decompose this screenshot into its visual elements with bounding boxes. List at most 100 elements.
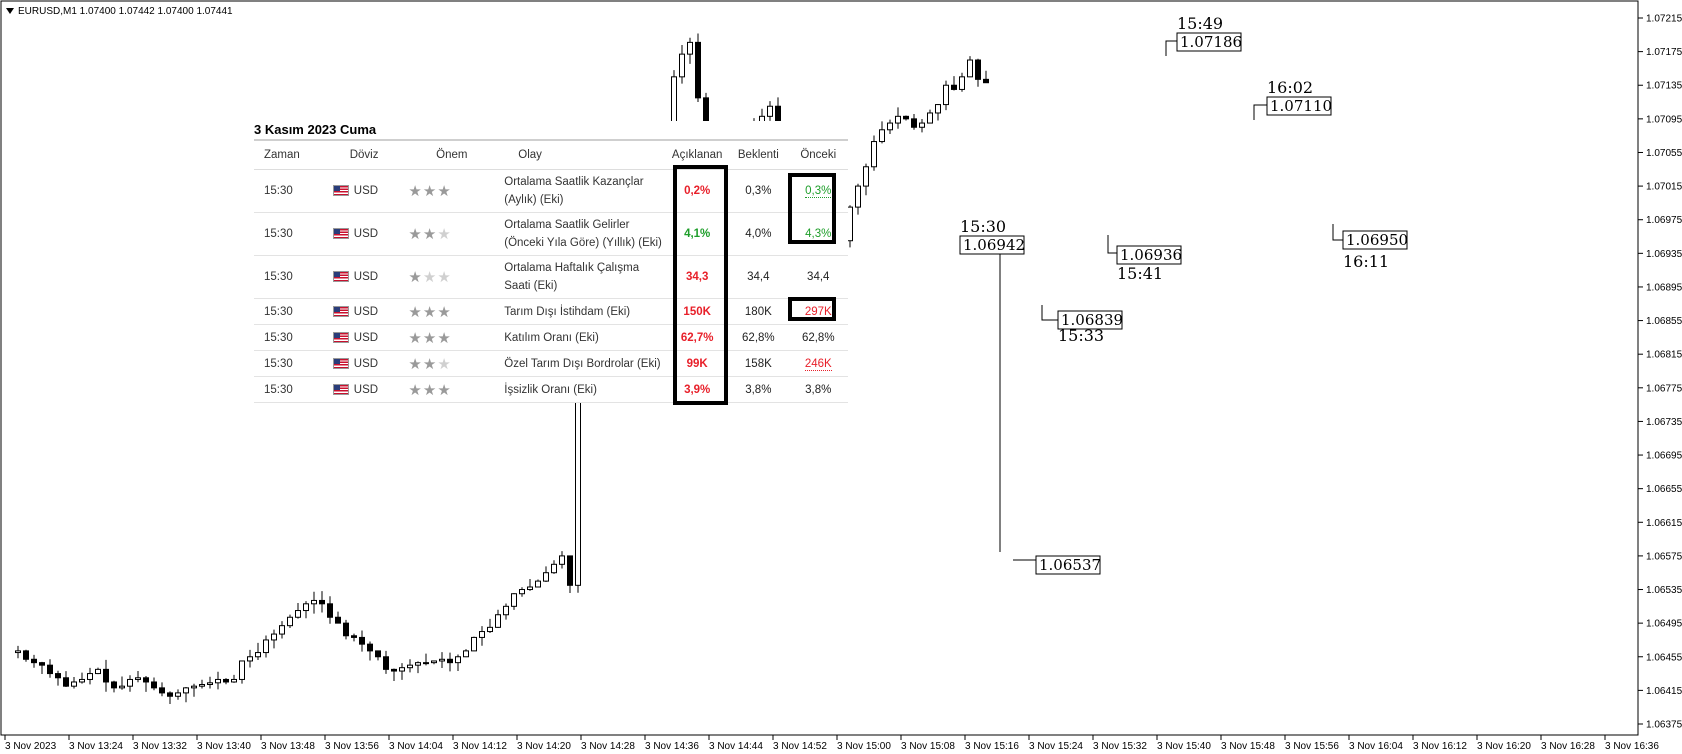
candle-body — [567, 555, 573, 586]
candle-body — [559, 555, 565, 565]
cell-onem: ★★★ — [407, 169, 497, 213]
event-name: İşsizlik Oranı (Eki) — [504, 383, 597, 396]
candle-body — [551, 563, 557, 574]
x-tick-label: 3 Nov 15:56 — [1285, 741, 1339, 752]
calendar-row[interactable]: 15:30 USD ★★★ Ortalama Haftalık Çalışma Saa… — [254, 255, 848, 299]
x-tick-label: 3 Nov 14:52 — [773, 741, 827, 752]
candle-body — [423, 662, 429, 665]
calendar-row[interactable]: 15:30 USD ★★★ Ortalama Saatlik Kazançlar (A… — [254, 169, 848, 213]
candle-body — [447, 658, 453, 664]
annotation-price-label: 1.06942 — [963, 236, 1025, 254]
us-flag-icon — [332, 185, 349, 197]
time-axis[interactable]: 3 Nov 2023 3 Nov 13:24 3 Nov 13:32 3 Nov 13… — [4, 735, 1659, 752]
importance-star-icon: ★ — [422, 303, 438, 321]
event-time: 15:30 — [264, 357, 293, 370]
currency-code: USD — [353, 228, 379, 240]
candle-body — [367, 643, 373, 652]
x-tick-label: 3 Nov 16:20 — [1477, 741, 1531, 752]
previous-value: 3,8% — [805, 383, 832, 396]
candle-body — [679, 53, 685, 78]
cell-olay: Özel Tarım Dışı Bordrolar (Eki) — [496, 350, 667, 377]
importance-star-icon: ★ — [437, 303, 452, 321]
economic-calendar: 3 Kasım 2023 Cuma Zaman Döviz Önem Olay … — [254, 121, 848, 403]
candle-body — [351, 635, 357, 638]
candle-body — [239, 660, 245, 680]
us-flag-icon — [332, 271, 349, 283]
candle-body — [311, 599, 317, 605]
annotation-price-box — [1266, 96, 1332, 116]
cell-doviz: USD — [320, 376, 408, 403]
cell-onceki: 246K — [788, 350, 848, 377]
importance-star-icon: ★ — [408, 355, 423, 373]
cell-doviz: USD — [320, 350, 408, 377]
event-name: Katılım Oranı (Eki) — [504, 331, 599, 344]
annotation-price-box — [959, 235, 1025, 255]
candle-body — [87, 673, 93, 680]
y-tick-label: 1.07095 — [1646, 114, 1682, 125]
currency-code: USD — [353, 357, 379, 370]
candle-body — [47, 664, 53, 675]
annotation-price-box — [1035, 555, 1101, 575]
calendar-row[interactable]: 15:30 USD ★★★ İşsizlik Oranı (Eki) 3,9% 3,8% 3… — [254, 376, 848, 403]
annotation-time-label: 15:33 — [1058, 326, 1104, 345]
candle-body — [295, 610, 301, 618]
candle-body — [207, 682, 213, 685]
y-tick-label: 1.06975 — [1646, 215, 1682, 226]
candle-body — [911, 118, 917, 128]
x-tick-label: 3 Nov 16:04 — [1349, 741, 1403, 752]
annotation-leader-line — [1041, 305, 1058, 321]
candle-body — [967, 59, 973, 78]
annotation-leader-line — [1165, 40, 1177, 56]
candle-body — [263, 639, 269, 654]
us-flag-icon — [332, 357, 349, 369]
candle-body — [15, 650, 21, 654]
importance-star-icon: ★ — [422, 183, 438, 200]
candle-body — [343, 622, 349, 637]
importance-star-icon: ★ — [408, 226, 423, 243]
cell-zaman: 15:30 — [254, 298, 321, 325]
annotation-leader-line — [1332, 224, 1343, 241]
currency-code: USD — [353, 271, 379, 283]
cell-olay: Katılım Oranı (Eki) — [496, 324, 667, 351]
candle-body — [95, 668, 101, 675]
x-tick-label: 3 Nov 15:48 — [1221, 741, 1275, 752]
y-tick-label: 1.07215 — [1646, 14, 1682, 25]
calendar-row[interactable]: 15:30 USD ★★★ Özel Tarım Dışı Bordrolar (Ek… — [254, 350, 848, 377]
candle-body — [695, 41, 701, 99]
candle-body — [767, 105, 773, 117]
candle-body — [895, 115, 901, 124]
candle-body — [479, 631, 485, 638]
cell-zaman: 15:30 — [254, 324, 321, 351]
y-tick-label: 1.06775 — [1646, 383, 1682, 394]
x-tick-label: 3 Nov 15:40 — [1157, 741, 1211, 752]
candle-body — [687, 41, 693, 55]
cell-beklenti: 4,0% — [728, 212, 789, 256]
candle-body — [399, 667, 405, 672]
cell-onceki: 34,4 — [788, 255, 848, 299]
candle-body — [287, 616, 293, 627]
calendar-row[interactable]: 15:30 USD ★★★ Ortalama Saatlik Gelirler (Ön… — [254, 212, 848, 256]
cell-beklenti: 62,8% — [728, 324, 789, 351]
calendar-row[interactable]: 15:30 USD ★★★ Katılım Oranı (Eki) 62,7% 62,8%… — [254, 324, 848, 351]
y-tick-label: 1.06495 — [1646, 619, 1682, 630]
event-time: 15:30 — [264, 185, 293, 197]
candle-body — [855, 185, 861, 208]
dropdown-triangle-icon[interactable] — [6, 8, 14, 15]
calendar-row[interactable]: 15:30 USD ★★★ Tarım Dışı İstihdam (Eki) 150K… — [254, 298, 848, 325]
currency-code: USD — [353, 383, 379, 396]
price-annotations: 1.0694215:301.065371.0683915:331.0693615… — [959, 14, 1408, 575]
us-flag-icon — [332, 228, 349, 240]
cell-doviz: USD — [320, 169, 408, 213]
candle-body — [463, 650, 469, 658]
candle-body — [335, 616, 341, 624]
cell-olay: Ortalama Saatlik Kazançlar (Aylık) (Eki) — [496, 169, 667, 213]
cell-doviz: USD — [320, 212, 408, 256]
candle-body — [431, 660, 437, 664]
price-axis[interactable]: 1.07215 1.07175 1.07135 1.07095 1.07055 1.070… — [1638, 14, 1682, 731]
cell-onem: ★★★ — [407, 255, 497, 299]
actual-value: 3,9% — [684, 383, 711, 396]
event-time: 15:30 — [264, 271, 293, 283]
candle-body — [519, 589, 525, 595]
importance-star-icon: ★ — [422, 269, 438, 286]
